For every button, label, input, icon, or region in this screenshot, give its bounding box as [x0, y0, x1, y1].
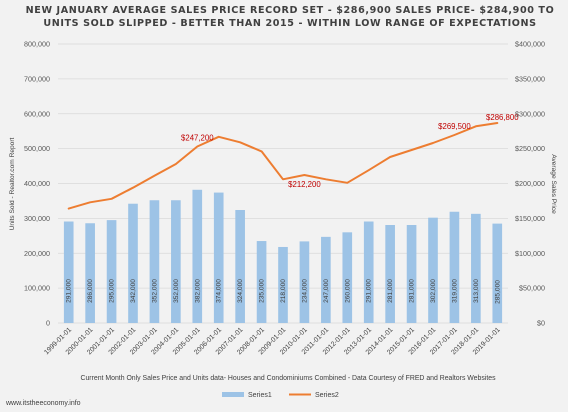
right-tick-label: $150,000: [515, 214, 545, 223]
bar: [299, 241, 310, 323]
chart-caption: Current Month Only Sales Price and Units…: [80, 375, 496, 382]
right-tick-label: $250,000: [515, 144, 545, 153]
right-tick-label: $400,000: [515, 40, 545, 49]
bar: [471, 213, 481, 323]
bar: [171, 200, 181, 323]
left-tick-label: 200,000: [24, 249, 50, 258]
bar: [385, 225, 395, 323]
bar-data-label: 342,000: [130, 279, 137, 303]
right-tick-label: $0: [537, 319, 545, 328]
chart-title-line-1: NEW JANUARY AVERAGE SALES PRICE RECORD S…: [26, 5, 555, 16]
bar-data-label: 234,000: [301, 279, 308, 303]
left-axis-ticks: 0 100,000 200,000 300,000 400,000 500,000 600,…: [24, 40, 50, 328]
bar-data-label: 291,000: [366, 279, 373, 303]
left-tick-label: 700,000: [24, 74, 50, 83]
bar-data-label: 374,000: [216, 279, 223, 303]
bar: [192, 189, 203, 323]
bar: [85, 223, 95, 323]
right-tick-label: $300,000: [515, 109, 545, 118]
bar: [149, 200, 160, 323]
line-data-label: $286,800: [486, 113, 519, 122]
legend: Series1 Series2: [222, 392, 339, 399]
left-tick-label: 0: [46, 319, 50, 328]
left-tick-label: 800,000: [24, 40, 50, 49]
bar: [321, 236, 331, 323]
bar-data-label: 218,000: [280, 279, 287, 303]
bar-data-label: 281,000: [387, 279, 394, 303]
line-data-label: $269,500: [438, 122, 471, 131]
bar-series: 291,000 286,000 295,000 342,000 352,000 352,0…: [63, 189, 503, 323]
line-series: $247,200 $212,200 $269,500 $286,800: [67, 113, 519, 210]
source-text: www.itstheeconomy.info: [5, 400, 81, 407]
bar-data-label: 313,000: [473, 279, 480, 303]
right-tick-label: $200,000: [515, 179, 545, 188]
bar-data-label: 286,000: [87, 279, 94, 303]
right-tick-label: $50,000: [519, 284, 545, 293]
line-data-label: $247,200: [181, 134, 214, 143]
right-tick-label: $100,000: [515, 249, 545, 258]
left-axis-label: Units Sold - Realtor.com Report: [9, 137, 16, 230]
bar-data-label: 235,000: [259, 279, 266, 303]
bar-data-label: 352,000: [151, 279, 158, 303]
bar: [278, 246, 288, 323]
bar-data-label: 319,000: [451, 279, 458, 303]
bar: [492, 223, 503, 323]
bar-data-label: 285,000: [494, 280, 501, 304]
bar-data-label: 324,000: [237, 279, 244, 303]
bar: [256, 241, 267, 323]
bar: [342, 232, 353, 323]
bar-data-label: 382,000: [194, 279, 201, 303]
bar-data-label: 247,000: [323, 279, 330, 303]
chart-title-line-2: UNITS SOLD SLIPPED - BETTER THAN 2015 - …: [43, 18, 536, 29]
bar-data-label: 295,000: [109, 279, 116, 303]
legend-swatch-series1: [222, 392, 244, 397]
right-axis-label: Average Sales Price: [550, 154, 557, 214]
bar: [235, 210, 245, 323]
right-tick-label: $350,000: [515, 74, 545, 83]
bar-data-label: 352,000: [173, 279, 180, 303]
left-tick-label: 400,000: [24, 179, 50, 188]
x-axis-ticks: 1999-01-012000-01-012001-01-012002-01-01…: [43, 326, 502, 356]
left-tick-label: 100,000: [24, 284, 50, 293]
bar-data-label: 260,000: [344, 279, 351, 303]
bar: [213, 192, 224, 323]
bar: [106, 220, 117, 323]
bar-data-label: 291,000: [66, 279, 73, 303]
bar-data-label: 302,000: [430, 279, 437, 303]
left-tick-label: 500,000: [24, 144, 50, 153]
line-data-label: $212,200: [288, 180, 321, 189]
bar: [63, 221, 74, 323]
left-tick-label: 600,000: [24, 109, 50, 118]
bar: [449, 211, 460, 323]
legend-label-series1: Series1: [248, 392, 272, 399]
series2-line: [67, 122, 499, 210]
right-axis-ticks: $0 $50,000 $100,000 $150,000 $200,000 $250,00…: [515, 40, 545, 328]
bar: [128, 203, 138, 323]
bar: [428, 217, 438, 323]
bar-data-label: 281,000: [409, 279, 416, 303]
bar: [363, 221, 374, 323]
legend-label-series2: Series2: [315, 392, 339, 399]
bar: [406, 225, 417, 323]
left-tick-label: 300,000: [24, 214, 50, 223]
